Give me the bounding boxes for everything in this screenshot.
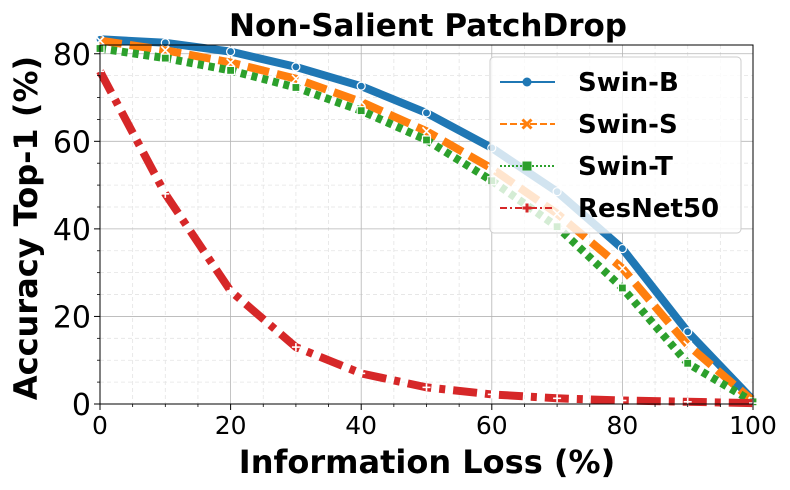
marker-plus — [487, 390, 496, 399]
marker-square — [522, 161, 532, 171]
marker-plus — [422, 383, 431, 392]
x-tick-label: 40 — [345, 411, 377, 440]
y-axis-label: Accuracy Top-1 (%) — [7, 56, 45, 400]
marker-square — [356, 106, 366, 116]
marker-plus — [522, 203, 532, 213]
marker-x — [521, 118, 533, 130]
marker-circle — [683, 327, 693, 337]
marker-circle — [522, 77, 532, 87]
marker-circle — [356, 81, 366, 91]
marker-circle — [226, 46, 236, 57]
marker-circle — [421, 108, 432, 118]
marker-plus — [161, 189, 170, 198]
marker-x — [421, 126, 432, 136]
x-tick-label: 80 — [606, 411, 638, 440]
series-layer — [95, 34, 758, 408]
legend-entry-swin-s: Swin-S — [500, 110, 678, 140]
marker-x — [291, 74, 301, 84]
marker-plus — [357, 369, 366, 378]
marker-x — [160, 45, 170, 55]
legend-label: Swin-B — [578, 68, 679, 98]
x-tick-label: 60 — [476, 411, 508, 440]
marker-circle — [291, 62, 301, 72]
marker-x — [226, 57, 236, 68]
legend-label: Swin-S — [578, 110, 678, 140]
x-tick-label: 20 — [215, 411, 247, 440]
marker-plus — [553, 394, 562, 403]
marker-plus — [291, 343, 300, 352]
marker-square — [291, 82, 301, 93]
legend: Swin-B Swin-S Swin-T ResNet50 — [489, 56, 742, 234]
y-tick-label: 40 — [53, 213, 91, 248]
series-line-swin-t — [99, 44, 756, 406]
legend-label: ResNet50 — [578, 194, 719, 224]
marker-square — [226, 65, 236, 75]
marker-square — [617, 283, 628, 293]
legend-entry-swin-t: Swin-T — [500, 152, 673, 182]
x-tick-label: 100 — [729, 411, 777, 440]
x-axis-label: Information Loss (%) — [239, 443, 615, 481]
legend-entry-swin-b: Swin-B — [500, 68, 679, 98]
marker-x — [683, 340, 693, 350]
y-tick-label: 0 — [72, 388, 91, 423]
axis-ticks: 0 20 40 60 80 100 0 20 40 60 80 — [53, 38, 777, 440]
chart-title: Non-Salient PatchDrop — [229, 8, 627, 44]
marker-square — [160, 53, 170, 63]
marker-plus — [226, 287, 235, 296]
marker-plus — [618, 396, 627, 405]
marker-circle — [617, 243, 628, 254]
marker-square — [683, 358, 693, 368]
y-tick-label: 20 — [53, 300, 91, 335]
marker-circle — [160, 38, 170, 48]
legend-label: Swin-T — [578, 152, 673, 182]
marker-x — [617, 263, 627, 273]
y-tick-label: 60 — [53, 125, 91, 160]
marker-x — [95, 36, 105, 46]
marker-x — [356, 97, 366, 107]
x-tick-label: 0 — [92, 411, 108, 440]
legend-entry-resnet50: ResNet50 — [500, 194, 719, 224]
marker-square — [421, 135, 432, 145]
y-tick-label: 80 — [53, 38, 91, 73]
legend-box — [489, 56, 742, 234]
